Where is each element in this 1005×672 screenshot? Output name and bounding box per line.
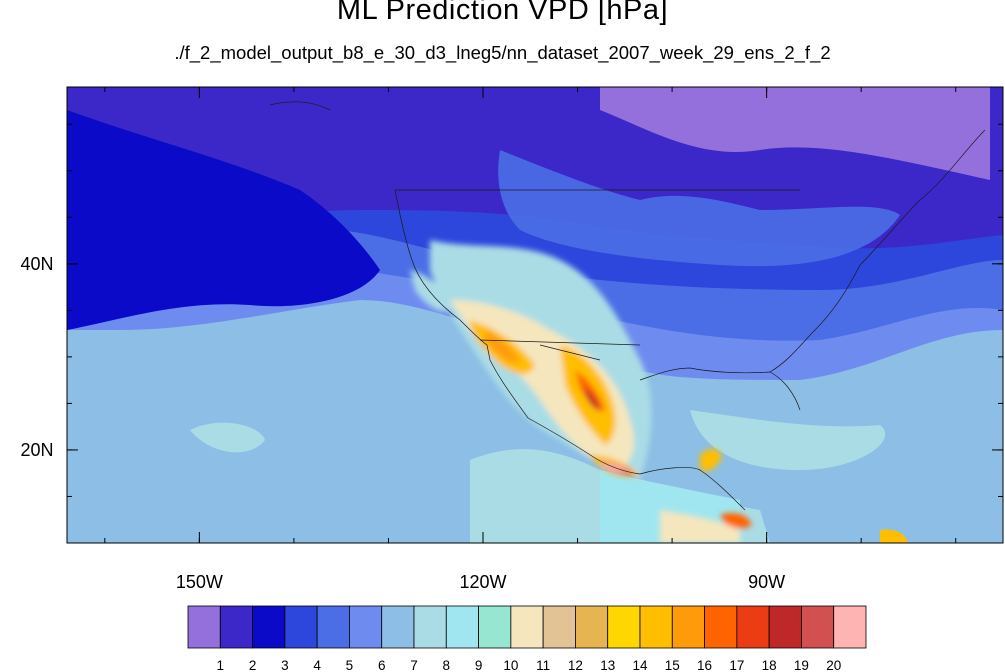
map-axes: 150W 120W 90W 40N 20N <box>20 87 1003 592</box>
plot-subtitle: ./f_2_model_output_b8_e_30_d3_lneg5/nn_d… <box>174 42 831 63</box>
colorbar-swatch <box>252 605 286 649</box>
lon-tick-label: 120W <box>459 572 506 592</box>
colorbar-label: 6 <box>378 658 386 672</box>
colorbar-label: 7 <box>410 658 418 672</box>
colorbar-label: 11 <box>536 658 550 672</box>
colorbar-swatch <box>542 605 576 649</box>
colorbar-swatch <box>349 605 383 649</box>
colorbar-swatch <box>704 605 738 649</box>
colorbar-label: 4 <box>313 658 321 672</box>
colorbar-swatch <box>607 605 641 649</box>
colorbar-swatch <box>768 605 802 649</box>
coastlines <box>269 101 986 511</box>
lat-tick-label: 20N <box>20 440 53 460</box>
colorbar-label: 12 <box>568 658 583 672</box>
colorbar-label: 16 <box>697 658 712 672</box>
colorbar-label: 5 <box>346 658 354 672</box>
colorbar-label: 1 <box>217 658 225 672</box>
colorbar-swatch <box>639 605 673 649</box>
colorbar-label: 9 <box>475 658 483 672</box>
colorbar-swatch <box>510 605 544 649</box>
colorbar-label: 2 <box>249 658 257 672</box>
colorbar-swatch <box>671 605 705 649</box>
colorbar-label: 19 <box>794 658 809 672</box>
colorbar-swatch <box>801 605 835 649</box>
colorbar-swatch <box>575 605 609 649</box>
colorbar-swatch <box>284 605 318 649</box>
colorbar-label: 17 <box>729 658 744 672</box>
colorbar-label: 10 <box>503 658 518 672</box>
colorbar-swatch <box>187 605 221 649</box>
colorbar-swatch <box>445 605 479 649</box>
colorbar-label: 13 <box>600 658 615 672</box>
colorbar-swatch <box>413 605 447 649</box>
lat-tick-label: 40N <box>20 254 53 274</box>
lon-tick-label: 90W <box>748 572 785 592</box>
colorbar-label: 14 <box>632 658 648 672</box>
colorbar-label: 18 <box>762 658 777 672</box>
vpd-contour-field <box>67 87 1003 543</box>
colorbar: 1 2 3 4 5 6 7 8 9 10 11 12 13 14 15 16 17 18 19 20 <box>187 605 867 672</box>
colorbar-swatch <box>736 605 770 649</box>
colorbar-swatch <box>381 605 415 649</box>
colorbar-label: 15 <box>665 658 680 672</box>
lon-tick-label: 150W <box>176 572 223 592</box>
colorbar-label: 3 <box>281 658 289 672</box>
map-frame <box>66 86 1004 544</box>
colorbar-label: 8 <box>443 658 451 672</box>
colorbar-swatch <box>833 605 867 649</box>
colorbar-swatch <box>478 605 512 649</box>
plot-title: ML Prediction VPD [hPa] <box>336 0 669 26</box>
colorbar-swatch <box>316 605 350 649</box>
colorbar-swatch <box>219 605 253 649</box>
colorbar-label: 20 <box>826 658 841 672</box>
